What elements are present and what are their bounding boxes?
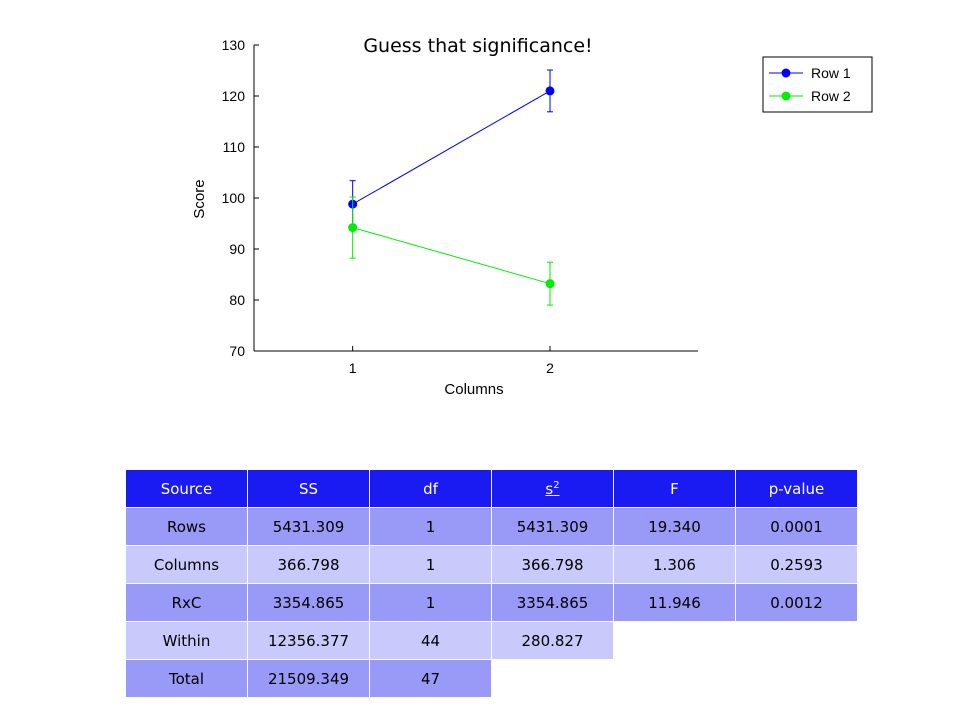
cell-f: 1.306 bbox=[613, 545, 736, 584]
cell-df: 44 bbox=[369, 621, 492, 660]
cell-p-value: 0.0012 bbox=[735, 583, 858, 622]
legend-box bbox=[762, 56, 873, 113]
table-row: RxC 3354.865 1 3354.865 11.946 0.0012 bbox=[125, 583, 858, 622]
cell-source: Rows bbox=[125, 507, 248, 546]
y-tick-label: 80 bbox=[229, 292, 245, 308]
cell-p-value: 0.0001 bbox=[735, 507, 858, 546]
header-df: df bbox=[369, 469, 492, 508]
anova-table: Source SS df s2 F p-value Rows 5431.309 … bbox=[125, 469, 858, 698]
cell-df: 1 bbox=[369, 545, 492, 584]
y-tick-label: 90 bbox=[229, 241, 245, 257]
cell-df: 1 bbox=[369, 507, 492, 546]
data-point bbox=[348, 223, 358, 233]
header-s2-superscript: 2 bbox=[553, 479, 560, 491]
cell-empty bbox=[613, 621, 736, 660]
series-2 bbox=[348, 196, 555, 306]
cell-p-value: 0.2593 bbox=[735, 545, 858, 584]
cell-ss: 12356.377 bbox=[247, 621, 370, 660]
header-f: F bbox=[613, 469, 736, 508]
cell-source: RxC bbox=[125, 583, 248, 622]
y-axis-title: Score bbox=[191, 179, 208, 218]
y-tick-label: 100 bbox=[222, 190, 246, 206]
legend-item-2: Row 2 bbox=[769, 88, 851, 104]
cell-s2: 280.827 bbox=[491, 621, 614, 660]
table-row: Rows 5431.309 1 5431.309 19.340 0.0001 bbox=[125, 507, 858, 546]
x-tick-label: 2 bbox=[546, 360, 554, 376]
header-s2: s2 bbox=[491, 469, 614, 508]
header-p-value: p-value bbox=[735, 469, 858, 508]
legend-label: Row 2 bbox=[811, 88, 851, 104]
cell-ss: 5431.309 bbox=[247, 507, 370, 546]
legend-marker bbox=[781, 91, 791, 101]
table-row: Columns 366.798 1 366.798 1.306 0.2593 bbox=[125, 545, 858, 584]
cell-ss: 366.798 bbox=[247, 545, 370, 584]
table-row: Total 21509.349 47 bbox=[125, 659, 858, 698]
y-tick-label: 120 bbox=[222, 88, 246, 104]
cell-ss: 21509.349 bbox=[247, 659, 370, 698]
y-axis: 70 80 90 100 110 120 130 bbox=[222, 37, 259, 359]
x-axis-title: Columns bbox=[444, 381, 503, 398]
table-header-row: Source SS df s2 F p-value bbox=[125, 469, 858, 508]
series-1 bbox=[348, 69, 555, 229]
cell-s2: 3354.865 bbox=[491, 583, 614, 622]
cell-df: 47 bbox=[369, 659, 492, 698]
table-row: Within 12356.377 44 280.827 bbox=[125, 621, 858, 660]
data-point bbox=[545, 279, 555, 289]
data-point bbox=[545, 86, 555, 96]
header-s2-base: s bbox=[545, 479, 554, 498]
cell-empty bbox=[735, 659, 858, 698]
cell-f: 19.340 bbox=[613, 507, 736, 546]
legend: Row 1 Row 2 bbox=[762, 56, 873, 113]
x-tick-label: 1 bbox=[349, 360, 357, 376]
cell-f: 11.946 bbox=[613, 583, 736, 622]
legend-marker bbox=[781, 68, 791, 78]
cell-empty bbox=[491, 659, 614, 698]
y-tick-label: 70 bbox=[229, 343, 245, 359]
cell-empty bbox=[613, 659, 736, 698]
y-tick-label: 130 bbox=[222, 37, 246, 53]
chart-title: Guess that significance! bbox=[363, 35, 592, 57]
series-line bbox=[352, 90, 551, 205]
legend-label: Row 1 bbox=[811, 65, 851, 81]
series-line bbox=[352, 227, 551, 285]
cell-source: Within bbox=[125, 621, 248, 660]
cell-s2: 366.798 bbox=[491, 545, 614, 584]
cell-empty bbox=[735, 621, 858, 660]
cell-s2: 5431.309 bbox=[491, 507, 614, 546]
cell-source: Columns bbox=[125, 545, 248, 584]
cell-source: Total bbox=[125, 659, 248, 698]
cell-df: 1 bbox=[369, 583, 492, 622]
series-layer bbox=[348, 69, 555, 306]
y-tick-label: 110 bbox=[223, 139, 246, 155]
header-ss: SS bbox=[247, 469, 370, 508]
cell-ss: 3354.865 bbox=[247, 583, 370, 622]
header-source: Source bbox=[125, 469, 248, 508]
legend-item-1: Row 1 bbox=[769, 65, 851, 81]
